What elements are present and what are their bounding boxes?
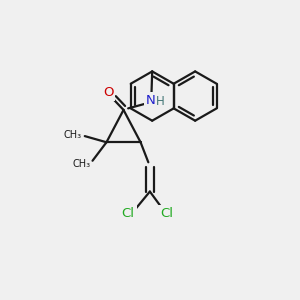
Text: H: H	[156, 95, 165, 108]
Text: N: N	[146, 94, 155, 107]
Text: Cl: Cl	[122, 207, 135, 220]
Text: CH₃: CH₃	[73, 159, 91, 169]
Text: O: O	[103, 86, 113, 100]
Text: Cl: Cl	[160, 207, 173, 220]
Text: CH₃: CH₃	[64, 130, 82, 140]
